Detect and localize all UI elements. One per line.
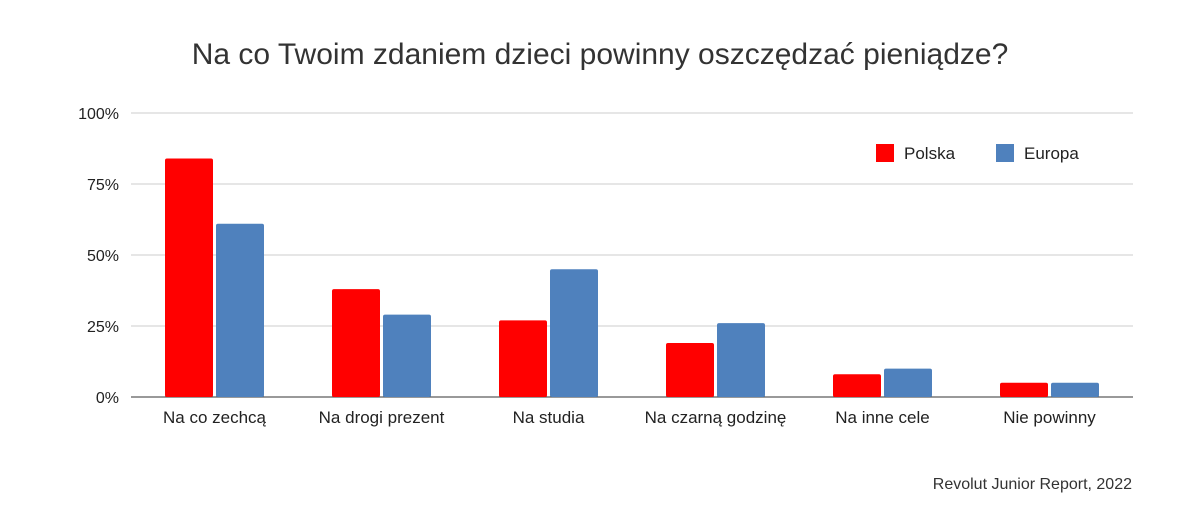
legend-label-europa: Europa (1024, 144, 1079, 163)
bar-polska (499, 320, 547, 397)
y-tick-label: 0% (96, 390, 119, 407)
y-tick-label: 25% (87, 319, 119, 336)
gridlines (131, 112, 1133, 398)
source-note: Revolut Junior Report, 2022 (933, 476, 1132, 493)
bars (165, 158, 1099, 397)
bar-polska (666, 343, 714, 397)
y-tick-label: 50% (87, 248, 119, 265)
x-tick-label: Na czarną godzinę (645, 408, 787, 427)
legend: Polska Europa (876, 144, 1079, 163)
x-tick-label: Na studia (513, 408, 585, 427)
legend-swatch-polska (876, 144, 894, 162)
bar-polska (165, 158, 213, 397)
y-axis: 0% 25% 50% 75% 100% (78, 106, 119, 407)
bar-europa (550, 269, 598, 397)
chart-title: Na co Twoim zdaniem dzieci powinny oszcz… (192, 38, 1009, 71)
bar-europa (884, 368, 932, 397)
x-tick-label: Na inne cele (835, 408, 930, 427)
bar-europa (383, 314, 431, 397)
legend-swatch-europa (996, 144, 1014, 162)
x-tick-label: Na drogi prezent (319, 408, 445, 427)
legend-label-polska: Polska (904, 144, 956, 163)
bar-polska (833, 374, 881, 397)
bar-europa (1051, 382, 1099, 397)
x-tick-label: Nie powinny (1003, 408, 1096, 427)
bar-europa (216, 223, 264, 397)
x-tick-label: Na co zechcą (163, 408, 267, 427)
bar-europa (717, 323, 765, 397)
bar-polska (1000, 382, 1048, 397)
y-tick-label: 100% (78, 106, 119, 123)
y-tick-label: 75% (87, 177, 119, 194)
x-axis: Na co zechcą Na drogi prezent Na studia Na … (163, 408, 1096, 427)
bar-polska (332, 289, 380, 397)
